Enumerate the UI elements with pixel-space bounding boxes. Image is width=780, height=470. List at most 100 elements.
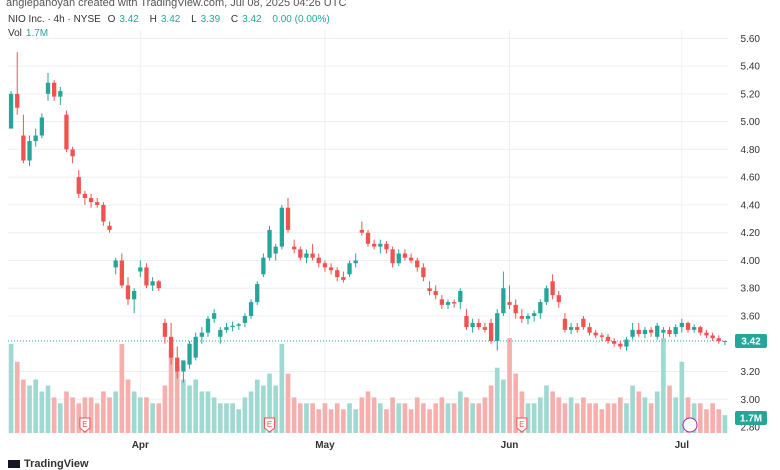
volume-bar [131, 391, 137, 433]
volume-bar [377, 403, 383, 433]
volume-bar [390, 397, 395, 433]
candle-body [575, 327, 580, 330]
volume-bar [722, 415, 728, 433]
candle-body [304, 253, 309, 258]
candle-body [692, 327, 697, 330]
candle-body [698, 327, 703, 333]
volume-bar [371, 397, 377, 433]
candle-body [70, 149, 75, 157]
candle-body [544, 288, 549, 303]
tradingview-brand[interactable]: TradingView [8, 458, 89, 470]
volume-bar [611, 403, 617, 433]
volume-bar [630, 385, 635, 433]
volume-bar [8, 343, 14, 433]
candle-body [538, 302, 543, 314]
candle-body [212, 313, 217, 319]
volume-bar [76, 403, 82, 433]
volume-bar [156, 403, 162, 433]
chart-credit: anglepanoyan created with TradingView.co… [6, 0, 347, 9]
candle-body [642, 329, 648, 335]
volume-bar [464, 397, 469, 433]
earnings-marker [264, 417, 276, 433]
volume-bar [150, 403, 155, 433]
volume-bar [14, 361, 20, 433]
candle-body [341, 277, 346, 280]
candle-body [328, 267, 334, 271]
candle-body [581, 318, 586, 328]
candle-body [230, 325, 235, 328]
candle-body [64, 114, 69, 150]
candle-body [107, 225, 112, 230]
volume-bar [544, 385, 549, 433]
volume-bar [82, 397, 88, 433]
volume-bar [27, 385, 32, 433]
candle-body [279, 207, 284, 247]
volume-bar [439, 397, 445, 433]
volume-bar [396, 403, 402, 433]
candle-body [58, 91, 63, 97]
volume-bar [181, 379, 186, 433]
volume-bar [39, 391, 45, 433]
volume-bar [267, 373, 272, 433]
candle-body [39, 117, 44, 136]
volume-bar [519, 391, 525, 433]
candle-body [568, 327, 574, 330]
last-volume-badge-label: 1.7M [740, 414, 762, 425]
volume-bar [125, 379, 131, 433]
volume-bar [414, 397, 420, 433]
candle-body [8, 93, 14, 129]
y-tick-label: 3.00 [741, 395, 761, 406]
candle-body [285, 207, 291, 230]
y-tick-label: 4.60 [741, 173, 761, 184]
volume-bar [334, 403, 340, 433]
volume-bar [599, 409, 605, 433]
volume-bar [21, 379, 26, 433]
volume-bar [193, 379, 199, 433]
candle-body [181, 360, 186, 372]
volume-bar [537, 397, 543, 433]
volume-bar [291, 397, 297, 433]
candle-body [501, 288, 506, 314]
y-tick-label: 2.80 [741, 423, 761, 434]
last-price-badge [735, 333, 767, 348]
volume-bar [501, 379, 506, 433]
candle-body [322, 263, 328, 268]
candle-body [76, 177, 81, 194]
volume-bar [384, 409, 389, 433]
candle-body [21, 135, 26, 161]
candle-body [113, 260, 118, 268]
candle-body [495, 313, 500, 341]
volume-bar [224, 403, 229, 433]
candle-body [673, 327, 678, 335]
volume-bar [574, 403, 580, 433]
volume-bar [691, 403, 697, 433]
volume-bar [347, 403, 352, 433]
candle-body [408, 257, 414, 261]
volume-bar [107, 397, 112, 433]
volume-bar [341, 409, 346, 433]
candle-body [242, 315, 248, 323]
candle-body [359, 229, 364, 233]
volume-bar [470, 403, 475, 433]
y-tick-label: 3.20 [741, 367, 761, 378]
volume-bar [94, 403, 100, 433]
volume-bar [304, 403, 309, 433]
volume-bar [113, 391, 119, 433]
candle-body [156, 281, 161, 289]
y-tick-label: 3.80 [741, 284, 761, 295]
candle-body [347, 263, 352, 275]
candle-body [507, 302, 512, 305]
volume-bar [101, 391, 106, 433]
candle-body [27, 141, 32, 161]
candle-body [132, 291, 137, 300]
candle-body [248, 302, 254, 316]
candle-body [101, 204, 106, 222]
y-tick-label: 4.20 [741, 228, 761, 239]
candle-body [175, 357, 180, 372]
change-value: 0.00 (0.00%) [272, 14, 330, 25]
volume-bar [648, 403, 654, 433]
volume-bar [205, 391, 211, 433]
volume-bar [248, 391, 254, 433]
volume-bar [654, 391, 660, 433]
